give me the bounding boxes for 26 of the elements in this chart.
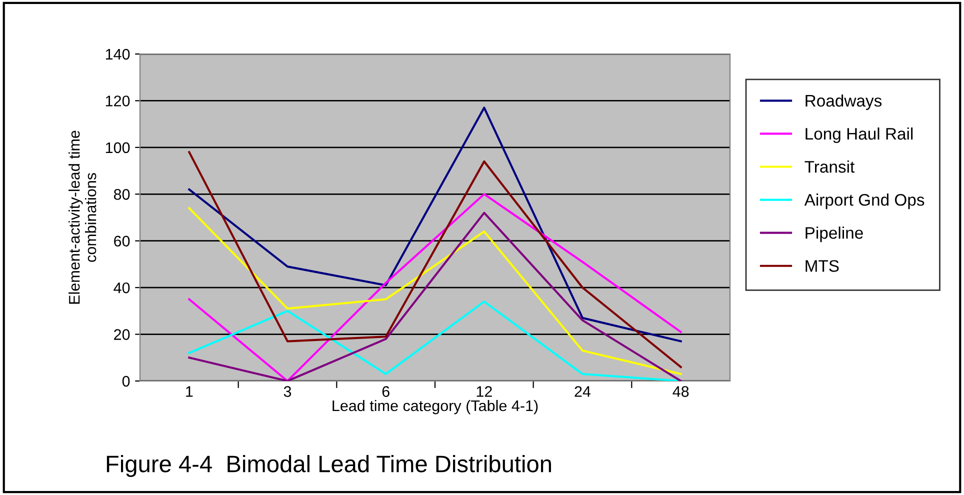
y-axis-title: Element-activity-lead time combinations	[68, 130, 96, 304]
legend-label: Pipeline	[806, 226, 863, 242]
x-tick-label: 6	[382, 386, 390, 397]
legend-label: MTS	[806, 260, 839, 272]
y-tick-label: 120	[106, 96, 130, 106]
y-tick-label: 0	[122, 376, 130, 387]
x-tick-label: 12	[476, 386, 492, 397]
text: Figure 4-4 Bimodal Lead Time Distribution	[106, 454, 551, 478]
y-tick-label: 20	[114, 329, 130, 340]
x-tick-label: 48	[672, 386, 689, 397]
line-series	[188, 300, 682, 381]
legend-label: Roadways	[806, 94, 882, 110]
y-tick-label: 60	[114, 236, 130, 247]
legend-label: Airport Gnd Ops	[804, 194, 924, 210]
y-tick-label: 140	[106, 48, 130, 60]
y-tick-label: 80	[114, 189, 130, 200]
x-tick-label: 1	[186, 386, 193, 397]
legend-label: Transit	[804, 160, 855, 173]
x-tick-label: 3	[284, 386, 292, 397]
line-series	[188, 106, 682, 342]
y-tick-label: 100	[106, 142, 130, 154]
x-tick-label: 24	[574, 386, 591, 397]
y-tick-label: 40	[114, 282, 130, 294]
x-axis-title: Lead time category (Table 4-1)	[332, 400, 538, 414]
line-series	[188, 151, 682, 368]
legend-label: Long Haul Rail	[806, 127, 913, 144]
